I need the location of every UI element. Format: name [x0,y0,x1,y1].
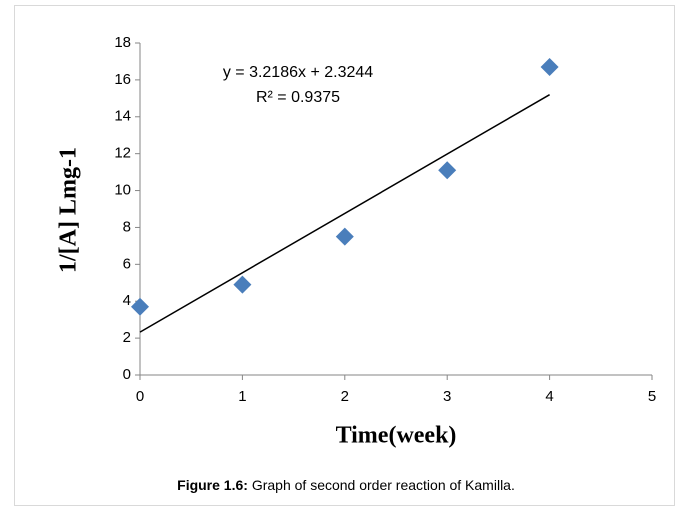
x-axis-title: Time(week) [336,423,457,449]
y-tick-label: 10 [114,182,131,199]
y-tick-label: 12 [114,145,131,162]
x-tick-label: 2 [341,388,349,405]
trendline-equation: y = 3.2186x + 2.3244 [223,64,373,81]
y-tick-label: 16 [114,71,131,88]
y-tick-label: 6 [123,255,131,272]
data-point [335,227,354,246]
y-tick-label: 18 [114,34,131,51]
caption-label: Figure 1.6: [177,477,248,493]
caption-text: Graph of second order reaction of Kamill… [248,477,515,493]
x-tick-label: 0 [136,388,144,405]
caption: Figure 1.6: Graph of second order reacti… [177,477,515,493]
y-tick-label: 14 [114,108,131,125]
data-point [540,57,559,76]
x-tick-label: 5 [648,388,656,405]
data-point [131,297,149,316]
data-point [233,275,252,294]
trendline [139,94,550,333]
y-axis-title: 1/[A] Lmg-1 [56,147,82,273]
y-tick-label: 4 [123,292,131,309]
x-tick-label: 3 [443,388,451,405]
y-tick-label: 0 [123,366,131,383]
x-tick-label: 4 [545,388,553,405]
y-tick-label: 2 [123,329,131,346]
trendline-r2: R² = 0.9375 [256,89,340,106]
chart-frame [14,5,675,506]
x-tick-label: 1 [238,388,246,405]
y-tick-label: 8 [123,218,131,235]
data-point [438,161,457,180]
